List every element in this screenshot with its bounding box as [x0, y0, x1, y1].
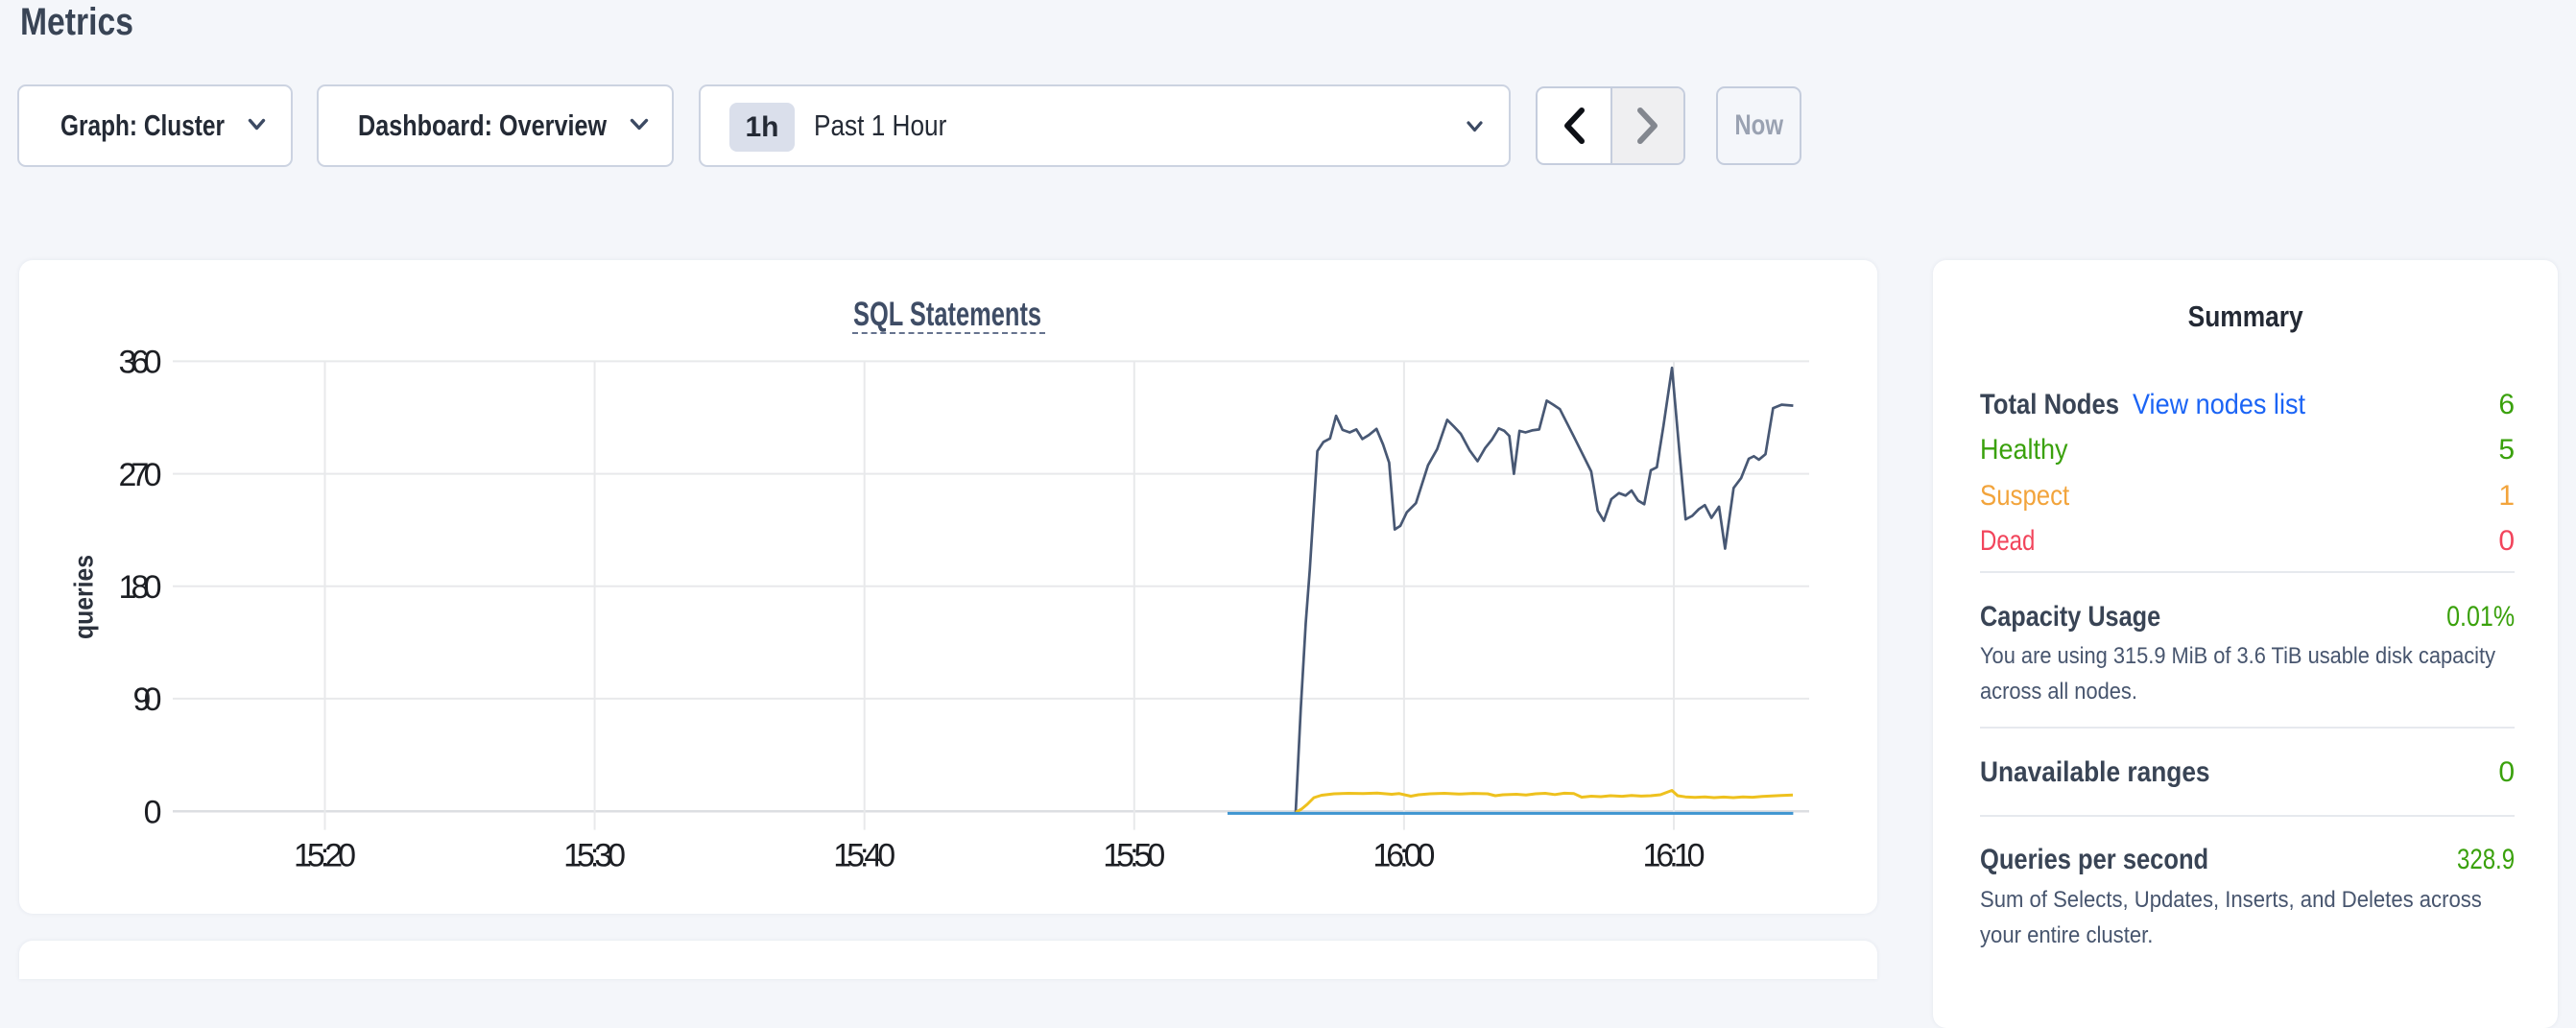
svg-text:0: 0: [144, 794, 162, 830]
svg-text:16:10: 16:10: [1643, 838, 1705, 874]
svg-text:queries: queries: [69, 555, 99, 639]
svg-text:16:00: 16:00: [1372, 838, 1435, 874]
svg-text:15:50: 15:50: [1103, 838, 1165, 874]
svg-text:15:40: 15:40: [833, 838, 895, 874]
svg-text:270: 270: [119, 457, 162, 493]
svg-text:180: 180: [119, 569, 162, 606]
svg-text:360: 360: [119, 345, 162, 381]
svg-text:15:20: 15:20: [294, 838, 356, 874]
svg-text:90: 90: [133, 681, 162, 718]
svg-text:15:30: 15:30: [563, 838, 626, 874]
